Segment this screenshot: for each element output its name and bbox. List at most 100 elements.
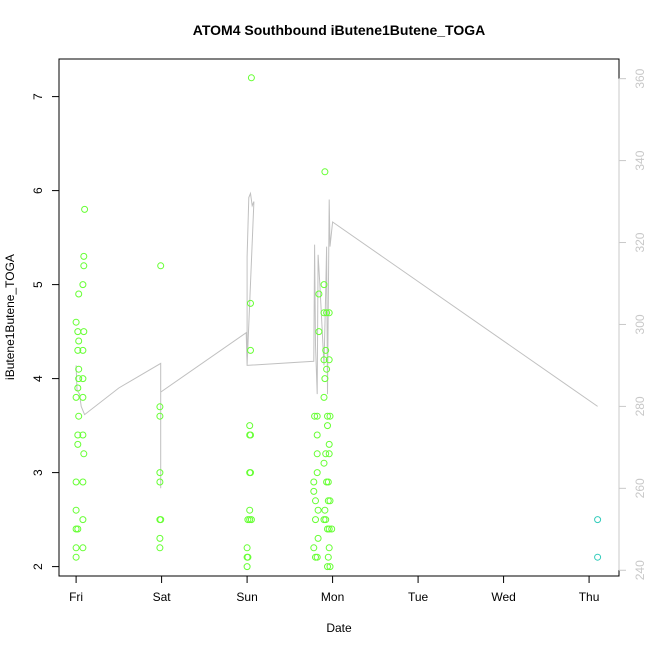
data-point <box>79 544 87 552</box>
y-axis-label: iButene1Butene_TOGA <box>3 254 17 380</box>
data-point <box>74 384 82 392</box>
y-axis: 2 3 4 5 6 7 <box>31 93 60 570</box>
data-point <box>75 375 83 383</box>
data-point <box>313 412 321 420</box>
data-point <box>156 469 164 477</box>
y-tick-label: 7 <box>31 93 45 100</box>
data-point <box>325 450 333 458</box>
data-point <box>247 299 254 307</box>
data-point <box>311 412 319 420</box>
data-point <box>80 450 88 458</box>
data-point <box>80 328 88 336</box>
data-point <box>325 525 333 533</box>
x-tick-label: Sun <box>236 590 257 604</box>
y2-tick-label: 280 <box>633 396 647 416</box>
x-tick-label: Fri <box>69 590 83 604</box>
data-point <box>246 506 254 514</box>
data-point <box>247 74 255 82</box>
point-series-layer <box>72 74 602 571</box>
y2-tick-label: 340 <box>633 150 647 170</box>
data-point <box>315 328 323 336</box>
data-point <box>72 544 80 552</box>
data-point <box>247 346 254 354</box>
data-point <box>324 563 331 571</box>
data-point <box>79 346 87 354</box>
data-point <box>247 516 255 524</box>
data-point <box>310 544 318 552</box>
data-point <box>313 469 321 477</box>
y-tick-label: 4 <box>31 375 45 382</box>
data-point <box>324 422 331 430</box>
data-point <box>74 440 82 448</box>
data-point <box>326 563 334 571</box>
data-point <box>79 516 87 524</box>
data-point <box>75 337 83 345</box>
data-point <box>320 393 328 401</box>
data-point <box>594 553 602 561</box>
data-point <box>156 534 164 542</box>
data-point <box>324 553 332 561</box>
data-point <box>310 478 318 486</box>
series-line <box>75 191 598 489</box>
data-point <box>75 412 83 420</box>
data-point <box>74 525 82 533</box>
data-point <box>74 346 82 354</box>
data-point <box>594 516 602 524</box>
data-point <box>247 469 254 477</box>
chart-title: ATOM4 Southbound iButene1Butene_TOGA <box>193 22 485 38</box>
data-point <box>312 516 319 524</box>
data-point <box>321 375 329 383</box>
y2-tick-label: 300 <box>633 314 647 334</box>
data-point <box>247 431 254 439</box>
data-point <box>313 553 321 561</box>
data-point <box>328 525 336 533</box>
data-point <box>310 487 318 495</box>
data-point <box>75 365 83 373</box>
data-point <box>156 478 164 486</box>
line-series-layer <box>75 191 598 489</box>
data-point <box>157 516 165 524</box>
data-point <box>80 252 88 260</box>
x-tick-label: Sat <box>153 590 172 604</box>
data-point <box>323 365 331 373</box>
data-point <box>157 262 165 270</box>
plot-frame <box>58 58 620 577</box>
data-point <box>72 318 80 326</box>
data-point <box>325 356 333 364</box>
data-point <box>325 544 333 552</box>
data-point <box>75 290 83 298</box>
data-point <box>244 553 252 561</box>
data-point <box>325 309 333 317</box>
x-tick-label: Tue <box>408 590 429 604</box>
data-point <box>74 431 82 439</box>
data-point <box>79 393 87 401</box>
data-point <box>315 290 323 298</box>
data-point <box>72 478 80 486</box>
x-tick-label: Mon <box>321 590 344 604</box>
y2-tick-label: 360 <box>633 68 647 88</box>
x-tick-label: Wed <box>491 590 515 604</box>
x-tick-label: Thu <box>579 590 600 604</box>
data-point <box>322 516 330 524</box>
y-tick-label: 3 <box>31 469 45 476</box>
y-tick-label: 5 <box>31 281 45 288</box>
data-point <box>156 403 164 411</box>
x-axis-label: Date <box>326 621 352 635</box>
y-tick-label: 2 <box>31 563 45 570</box>
data-point <box>320 309 328 317</box>
data-point <box>243 544 251 552</box>
y2-tick-label: 260 <box>633 478 647 498</box>
data-point <box>156 412 164 420</box>
data-point <box>74 328 82 336</box>
data-point <box>79 375 87 383</box>
data-point <box>323 309 331 317</box>
data-point <box>320 356 328 364</box>
data-point <box>322 346 330 354</box>
data-point <box>79 478 87 486</box>
y2-tick-label: 320 <box>633 232 647 252</box>
data-point <box>72 506 80 514</box>
x-axis: Fri Sat Sun Mon Tue Wed Thu <box>69 575 600 604</box>
data-point <box>314 534 322 542</box>
data-point <box>80 262 88 270</box>
